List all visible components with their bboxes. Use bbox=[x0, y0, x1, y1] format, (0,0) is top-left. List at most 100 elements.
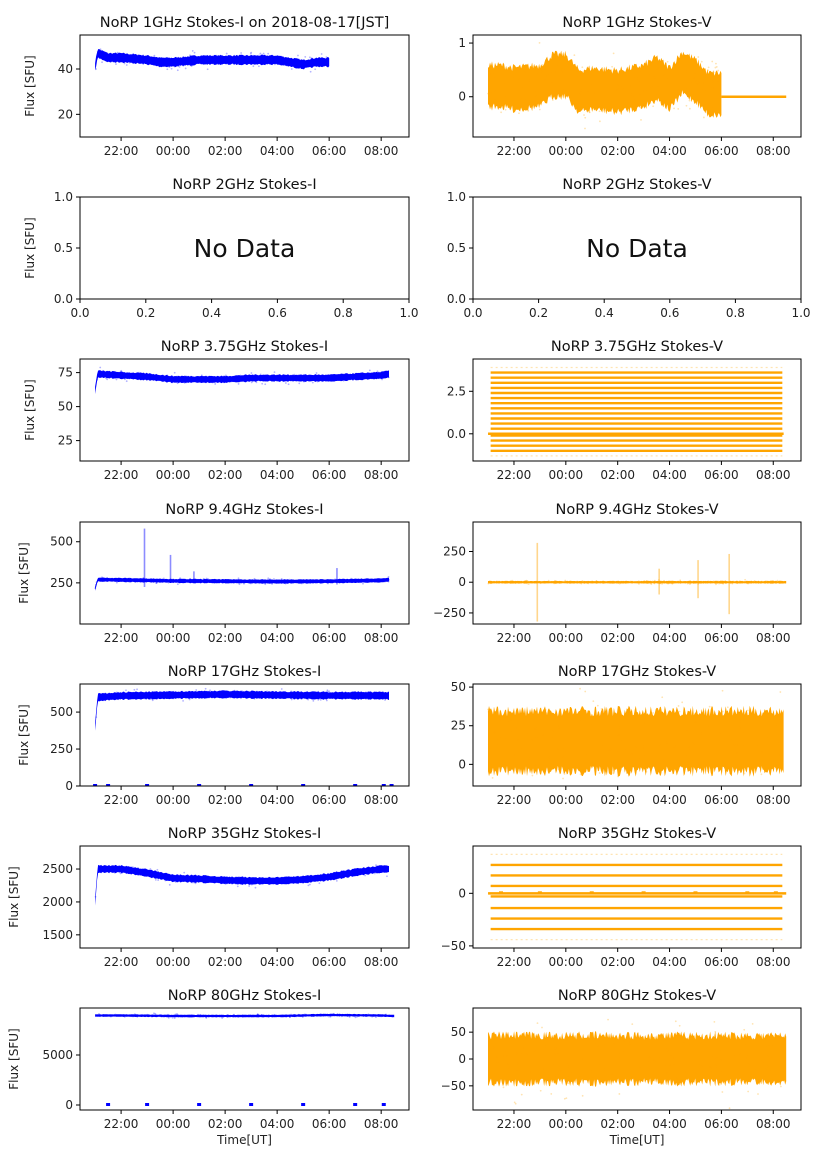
data-point bbox=[666, 741, 668, 744]
data-point bbox=[229, 581, 232, 583]
data-point bbox=[638, 582, 640, 585]
data-point bbox=[304, 1013, 306, 1016]
data-point bbox=[384, 699, 386, 701]
data-point bbox=[377, 377, 380, 380]
data-point bbox=[198, 579, 200, 581]
data-point bbox=[369, 1015, 372, 1017]
data-point bbox=[101, 57, 103, 59]
data-point bbox=[367, 1014, 370, 1017]
data-point bbox=[746, 1053, 749, 1056]
data-point bbox=[153, 1012, 155, 1015]
data-point bbox=[501, 65, 504, 68]
data-point bbox=[165, 579, 168, 581]
data-point bbox=[112, 1014, 115, 1017]
data-point bbox=[718, 1083, 721, 1086]
data-point bbox=[630, 581, 633, 584]
data-point bbox=[194, 882, 197, 885]
data-point bbox=[607, 748, 610, 751]
data-point bbox=[639, 69, 642, 72]
data-point bbox=[173, 371, 176, 374]
data-point bbox=[590, 722, 593, 725]
data-point bbox=[348, 1016, 351, 1018]
data-point bbox=[246, 1015, 249, 1018]
data-point bbox=[175, 579, 178, 582]
data-point bbox=[550, 71, 553, 74]
data-point bbox=[761, 751, 764, 753]
subplot-title: NoRP 17GHz Stokes-V bbox=[558, 664, 716, 680]
data-point bbox=[294, 579, 297, 582]
data-point bbox=[621, 582, 624, 584]
data-point bbox=[628, 1044, 631, 1047]
data-point bbox=[188, 1015, 190, 1018]
x-tick-label: 06:00 bbox=[704, 1117, 739, 1131]
data-point bbox=[701, 89, 704, 91]
data-point bbox=[111, 693, 113, 696]
data-point bbox=[573, 54, 576, 57]
data-point bbox=[737, 581, 740, 584]
data-point bbox=[562, 755, 565, 757]
data-point bbox=[198, 695, 201, 697]
data-point bbox=[685, 1071, 688, 1073]
data-point bbox=[185, 691, 188, 694]
data-point bbox=[298, 61, 300, 64]
data-point bbox=[504, 96, 507, 99]
data-point bbox=[520, 68, 523, 70]
data-point bbox=[636, 1032, 639, 1035]
data-point bbox=[775, 582, 778, 584]
data-point bbox=[509, 730, 512, 732]
data-point bbox=[247, 379, 250, 382]
data-point bbox=[233, 880, 235, 883]
data-point bbox=[236, 883, 239, 885]
data-point bbox=[262, 691, 265, 694]
data-point bbox=[543, 68, 546, 71]
data-point bbox=[711, 87, 714, 89]
data-point bbox=[516, 1069, 518, 1072]
data-band bbox=[488, 580, 787, 584]
data-point bbox=[772, 1043, 775, 1046]
data-point bbox=[629, 752, 632, 755]
data-point bbox=[580, 582, 583, 585]
data-point bbox=[324, 60, 327, 63]
data-point bbox=[276, 1014, 278, 1017]
subplot-title: NoRP 35GHz Stokes-V bbox=[558, 826, 716, 842]
plot-area bbox=[95, 48, 330, 73]
data-point bbox=[527, 759, 530, 762]
data-point bbox=[344, 870, 347, 872]
data-point bbox=[365, 867, 368, 870]
axes-frame bbox=[79, 845, 410, 949]
data-point bbox=[176, 583, 179, 586]
data-point bbox=[128, 577, 131, 580]
data-point bbox=[387, 578, 390, 581]
data-point bbox=[586, 582, 588, 584]
data-point bbox=[109, 54, 112, 57]
data-point bbox=[174, 1013, 177, 1016]
data-point bbox=[523, 580, 526, 583]
data-point bbox=[703, 82, 706, 84]
data-point bbox=[666, 581, 669, 583]
data-point bbox=[695, 72, 698, 75]
data-point bbox=[495, 580, 498, 583]
data-point bbox=[366, 696, 369, 699]
data-point bbox=[375, 864, 377, 867]
data-point bbox=[254, 880, 257, 882]
data-point bbox=[106, 373, 108, 376]
data-point bbox=[257, 579, 260, 581]
data-point bbox=[699, 792, 701, 794]
data-point bbox=[131, 61, 134, 64]
data-point bbox=[213, 376, 216, 378]
data-point bbox=[130, 580, 132, 583]
data-point bbox=[534, 728, 536, 731]
data-point bbox=[364, 874, 366, 877]
subplot-title: NoRP 1GHz Stokes-V bbox=[562, 15, 711, 31]
x-tick-label: 04:00 bbox=[260, 631, 295, 645]
data-point bbox=[344, 1013, 347, 1016]
data-point bbox=[720, 1050, 723, 1053]
data-point bbox=[101, 576, 103, 579]
x-tick-label: 08:00 bbox=[364, 631, 399, 645]
data-point bbox=[743, 772, 746, 775]
data-point bbox=[333, 693, 336, 696]
data-point bbox=[111, 867, 114, 870]
data-point bbox=[155, 582, 158, 584]
